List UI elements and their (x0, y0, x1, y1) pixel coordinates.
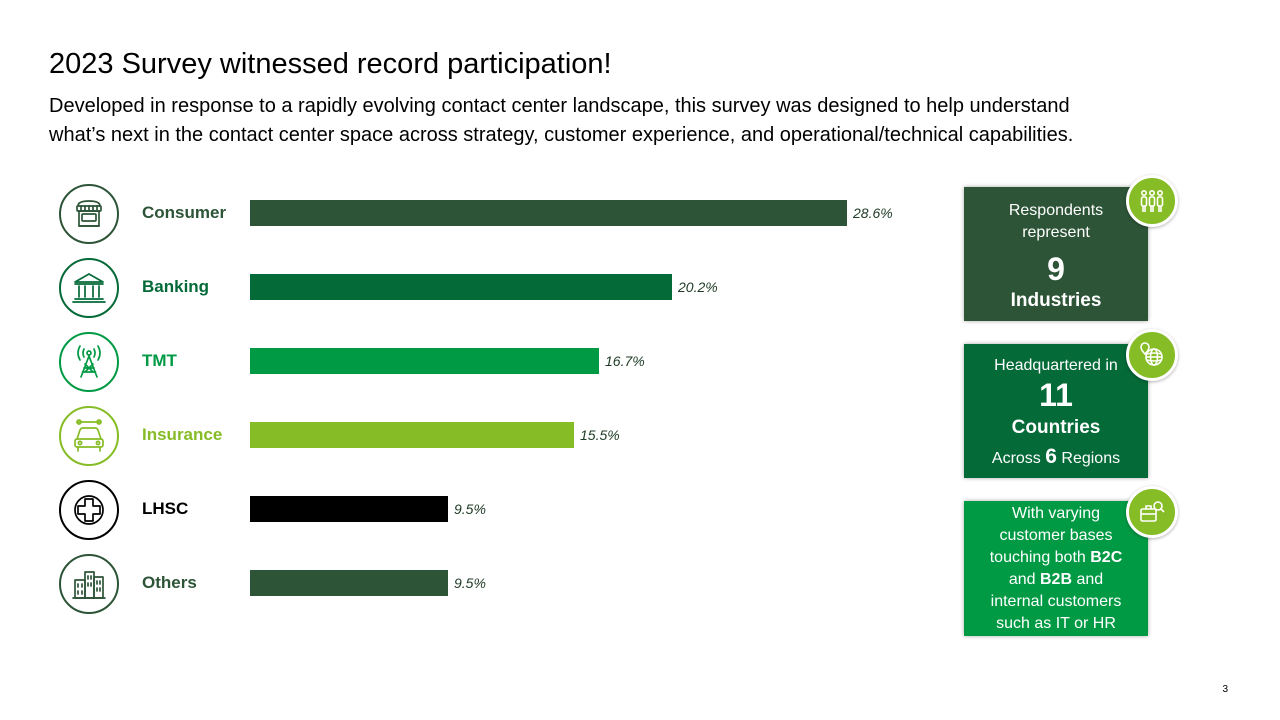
countries-card-line: Headquartered in (994, 357, 1118, 374)
category-label: Consumer (142, 203, 227, 222)
bank-icon (59, 258, 119, 318)
briefcase-search-icon (1126, 486, 1178, 538)
bar-row: Others 9.5% (0, 554, 940, 614)
customers-text: and (1076, 571, 1104, 588)
regions-line: Across 6 Regions (964, 446, 1148, 470)
customers-card-line: and B2B and (964, 569, 1148, 591)
industries-card: Respondents represent 9 Industries (964, 187, 1148, 321)
category-label: Others (142, 573, 197, 592)
customers-card-line: With varying (1011, 505, 1101, 522)
category-label: Insurance (142, 425, 223, 444)
category-label: LHSC (142, 499, 189, 518)
countries-card: Headquartered in 11 Countries Across 6 R… (964, 344, 1148, 478)
bar-value-label: 9.5% (454, 575, 486, 591)
category-label: TMT (142, 351, 177, 370)
storefront-icon (59, 184, 119, 244)
bar-row: TMT 16.7% (0, 332, 940, 392)
bar-value-label: 20.2% (678, 279, 718, 295)
bar (250, 200, 847, 226)
subtitle-line: Developed in response to a rapidly evolv… (49, 95, 1070, 117)
buildings-icon (59, 554, 119, 614)
countries-count: 11 (1039, 377, 1073, 413)
bar-row: LHSC 9.5% (0, 480, 940, 540)
page-number: 3 (1222, 684, 1228, 695)
page-title: 2023 Survey witnessed record participati… (49, 48, 612, 80)
b2c-label: B2C (1090, 549, 1123, 566)
page-subtitle: Developed in response to a rapidly evolv… (49, 92, 1229, 150)
industries-card-line: represent (1022, 224, 1090, 241)
category-label: Banking (142, 277, 210, 296)
bar (250, 348, 599, 374)
customers-card-line: customer bases (999, 527, 1113, 544)
cell-tower-icon (59, 332, 119, 392)
bar (250, 496, 448, 522)
bar-value-label: 28.6% (853, 205, 893, 221)
industries-label: Industries (1010, 290, 1102, 311)
customers-card-line: internal customers (990, 593, 1122, 610)
customers-card: With varying customer bases touching bot… (964, 501, 1148, 636)
globe-pin-icon (1126, 329, 1178, 381)
people-icon (1126, 175, 1178, 227)
bar-row: Consumer 28.6% (0, 184, 940, 244)
bar-value-label: 9.5% (454, 501, 486, 517)
bar (250, 570, 448, 596)
bar-value-label: 16.7% (605, 353, 645, 369)
bar (250, 274, 672, 300)
subtitle-line: what’s next in the contact center space … (49, 124, 1074, 146)
industries-card-line: Respondents (1008, 202, 1104, 219)
customers-card-line: such as IT or HR (996, 615, 1116, 632)
medical-cross-icon (59, 480, 119, 540)
industries-count: 9 (1047, 251, 1065, 287)
bar (250, 422, 574, 448)
car-icon (59, 406, 119, 466)
customers-card-line: touching both B2C (964, 547, 1148, 569)
bar-row: Banking 20.2% (0, 258, 940, 318)
customers-text: and (1008, 571, 1036, 588)
countries-label: Countries (1011, 417, 1101, 438)
bar-row: Insurance 15.5% (0, 406, 940, 466)
regions-prefix: Across (991, 450, 1041, 467)
b2b-label: B2B (1039, 571, 1072, 588)
bar-value-label: 15.5% (580, 427, 620, 443)
regions-suffix: Regions (1061, 450, 1121, 467)
customers-text: touching both (989, 549, 1086, 566)
regions-count: 6 (1045, 445, 1057, 468)
